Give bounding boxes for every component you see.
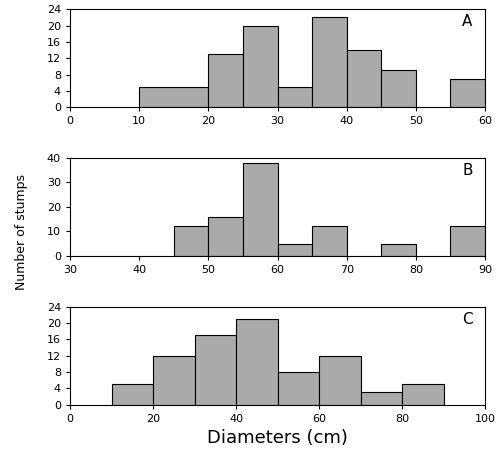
Text: Number of stumps: Number of stumps: [15, 174, 28, 291]
Bar: [278, 372, 319, 405]
Bar: [312, 226, 346, 256]
Bar: [450, 79, 485, 107]
Bar: [278, 87, 312, 107]
Bar: [402, 384, 444, 405]
Bar: [194, 335, 236, 405]
Bar: [236, 319, 278, 405]
Bar: [153, 356, 194, 405]
Text: B: B: [462, 163, 472, 178]
X-axis label: Diameters (cm): Diameters (cm): [207, 429, 348, 447]
Bar: [450, 226, 485, 256]
Bar: [139, 87, 208, 107]
Bar: [208, 54, 243, 107]
Bar: [243, 163, 278, 256]
Text: C: C: [462, 312, 472, 326]
Bar: [360, 392, 402, 405]
Text: A: A: [462, 14, 472, 29]
Bar: [312, 18, 346, 107]
Bar: [278, 244, 312, 256]
Bar: [112, 384, 153, 405]
Bar: [208, 217, 243, 256]
Bar: [346, 50, 382, 107]
Bar: [319, 356, 360, 405]
Bar: [243, 26, 278, 107]
Bar: [382, 70, 416, 107]
Bar: [382, 244, 416, 256]
Bar: [174, 226, 208, 256]
